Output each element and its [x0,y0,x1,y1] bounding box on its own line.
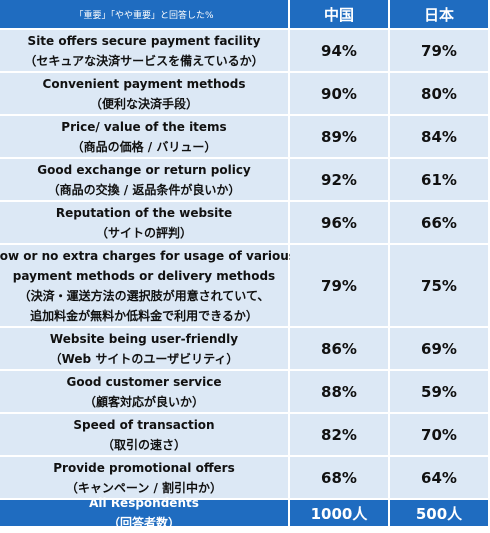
footer-value: 500人 [415,504,463,523]
row-value-cell: 90% [290,73,390,116]
row-value: 66% [421,213,457,232]
row-value-cell: 89% [290,116,390,159]
row-label-cell: Good customer service （顧客対応が良いか） [0,371,290,414]
row-label: Website being user-friendly [49,331,239,346]
row-label: （商品の価格 / バリュー） [71,139,217,154]
row-value-cell: 64% [390,457,490,500]
row-value-cell: 94% [290,30,390,73]
footer-value-cell: 500人 [390,500,490,528]
row-value: 59% [421,382,457,401]
row-value-cell: 88% [290,371,390,414]
row-label: Price/ value of the items [61,119,227,134]
row-value: 94% [321,41,357,60]
row-value: 89% [321,127,357,146]
header-text: 日本 [423,5,454,24]
header-text: 「重要」「やや重要」と回答した% [74,10,214,21]
row-value: 80% [421,84,457,103]
row-label-cell: Price/ value of the items （商品の価格 / バリュー） [0,116,290,159]
header-cell: 「重要」「やや重要」と回答した% [0,0,290,30]
row-value: 82% [321,425,357,444]
row-label: Good exchange or return policy [37,162,251,177]
row-label: （Web サイトのユーザビリティ） [49,351,239,366]
row-value: 84% [421,127,457,146]
row-value: 90% [321,84,357,103]
footer-value-cell: 1000人 [290,500,390,528]
row-value: 61% [421,170,457,189]
row-label-cell: Provide promotional offers （キャンペーン / 割引中か… [0,457,290,500]
row-value-cell: 61% [390,159,490,202]
row-label: Site offers secure payment facility [27,33,261,48]
row-value-cell: 66% [390,202,490,245]
row-label: （サイトの評判） [95,225,192,240]
row-value: 86% [321,339,357,358]
row-label: Good customer service [66,374,222,389]
row-value-cell: 68% [290,457,390,500]
row-label: （便利な決済手段） [89,96,198,111]
row-label: 追加料金が無料か低料金で利用できるか） [30,308,258,323]
row-label: （キャンペーン / 割引中か） [65,480,223,495]
row-label: Low or no extra charges for usage of var… [0,248,296,263]
row-value-cell: 79% [390,30,490,73]
row-value: 70% [421,425,457,444]
row-value-cell: 82% [290,414,390,457]
row-value-cell: 75% [390,245,490,328]
footer-value: 1000人 [310,504,368,523]
row-value-cell: 79% [290,245,390,328]
row-label: payment methods or delivery methods [12,268,276,283]
row-value-cell: 80% [390,73,490,116]
row-label: Reputation of the website [55,205,233,220]
row-value: 64% [421,468,457,487]
row-value-cell: 70% [390,414,490,457]
row-value-cell: 86% [290,328,390,371]
row-label: Provide promotional offers [53,460,235,475]
row-label: （顧客対応が良いか） [83,394,204,409]
header-cell: 中国 [290,0,390,30]
row-value: 79% [321,276,357,295]
header-cell: 日本 [390,0,490,30]
row-value: 68% [321,468,357,487]
row-value-cell: 84% [390,116,490,159]
row-value-cell: 96% [290,202,390,245]
row-label: （セキュアな決済サービスを備えているか） [24,53,264,68]
row-label-cell: Website being user-friendly （Web サイトのユーザビ… [0,328,290,371]
row-label-cell: Convenient payment methods （便利な決済手段） [0,73,290,116]
row-label: Speed of transaction [73,417,215,432]
row-value-cell: 69% [390,328,490,371]
row-label: （商品の交換 / 返品条件が良いか） [47,182,241,197]
footer-label-cell: All Respondents （回答者数） [0,496,290,530]
row-value-cell: 92% [290,159,390,202]
row-value: 75% [421,276,457,295]
row-value-cell: 59% [390,371,490,414]
footer-label: （回答者数） [107,516,180,530]
footer-label: All Respondents [89,496,199,510]
row-label-cell: Speed of transaction （取引の速さ） [0,414,290,457]
row-label-cell: Site offers secure payment facility （セキュア… [0,30,290,73]
header-text: 中国 [323,5,354,24]
row-value: 92% [321,170,357,189]
row-label: （取引の速さ） [101,437,186,452]
row-value: 96% [321,213,357,232]
row-label: （決済・運送方法の選択肢が用意されていて、 [18,288,270,303]
row-label-cell: Low or no extra charges for usage of var… [0,245,296,328]
row-value: 69% [421,339,457,358]
row-label-cell: Good exchange or return policy （商品の交換 / 返… [0,159,290,202]
row-value: 79% [421,41,457,60]
row-value: 88% [321,382,357,401]
row-label-cell: Reputation of the website （サイトの評判） [0,202,290,245]
row-label: Convenient payment methods [42,76,246,91]
